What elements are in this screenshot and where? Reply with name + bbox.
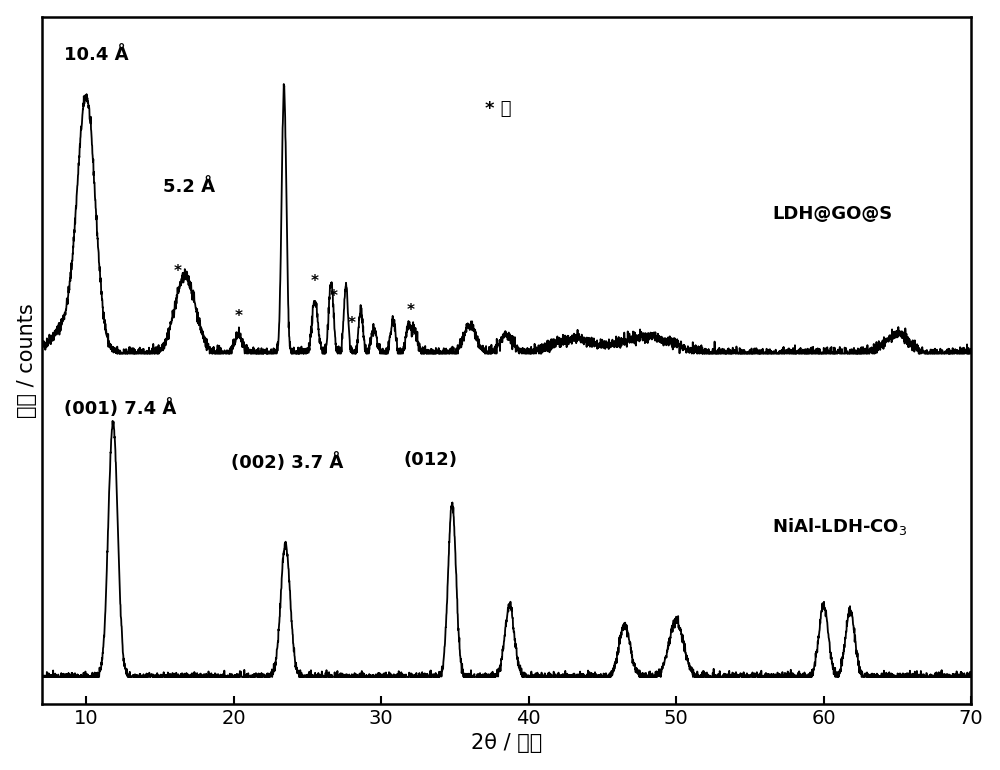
Text: * 硫: * 硫: [485, 100, 511, 119]
Text: *: *: [234, 309, 242, 323]
Text: 5.2 Å: 5.2 Å: [163, 178, 215, 196]
Text: *: *: [311, 274, 319, 289]
Text: *: *: [348, 316, 356, 331]
Text: *: *: [174, 264, 182, 280]
Text: *: *: [407, 303, 415, 319]
Text: NiAl-LDH-CO$_3$: NiAl-LDH-CO$_3$: [772, 516, 907, 537]
Text: 10.4 Å: 10.4 Å: [64, 46, 129, 65]
Text: *: *: [330, 290, 338, 304]
Text: (012): (012): [403, 450, 457, 469]
Text: LDH@GO@S: LDH@GO@S: [772, 205, 892, 223]
X-axis label: 2θ / 度数: 2θ / 度数: [471, 733, 542, 753]
Text: (001) 7.4 Å: (001) 7.4 Å: [64, 399, 177, 418]
Y-axis label: 强度 / counts: 强度 / counts: [17, 303, 37, 417]
Text: (002) 3.7 Å: (002) 3.7 Å: [231, 453, 343, 472]
